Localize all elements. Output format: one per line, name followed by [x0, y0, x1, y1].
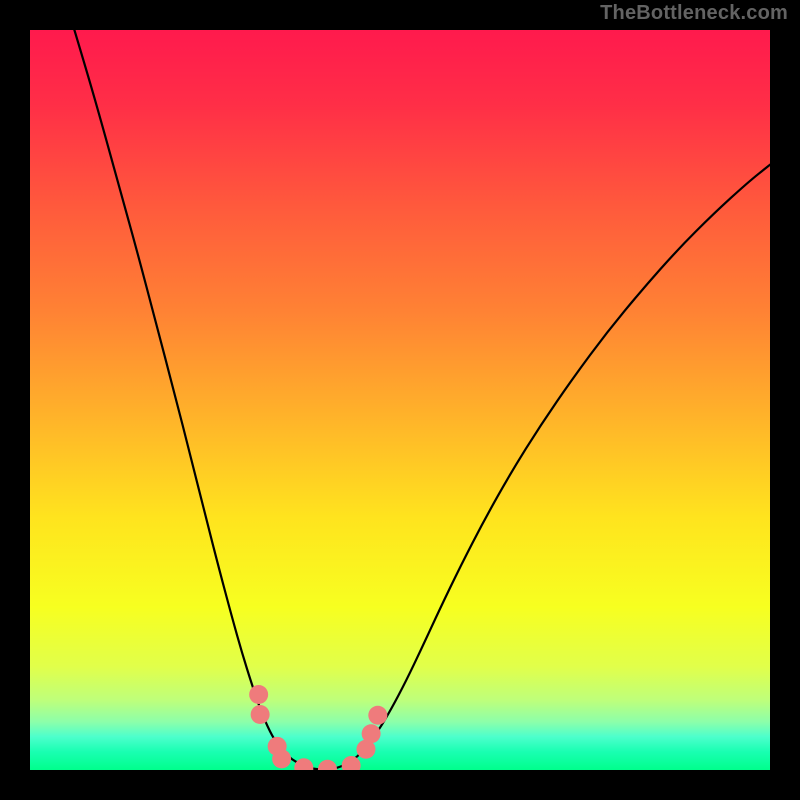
chart-canvas: TheBottleneck.com	[0, 0, 800, 800]
valley-marker	[368, 706, 387, 725]
valley-marker	[362, 724, 381, 743]
bottleneck-curve	[74, 30, 770, 770]
curve-layer	[30, 30, 770, 770]
valley-markers-group	[249, 685, 387, 770]
valley-marker	[249, 685, 268, 704]
valley-marker	[294, 758, 313, 770]
valley-marker	[318, 760, 337, 770]
valley-marker	[272, 749, 291, 768]
valley-marker	[342, 756, 361, 770]
valley-marker	[251, 705, 270, 724]
watermark-text: TheBottleneck.com	[600, 2, 788, 25]
plot-area	[30, 30, 770, 770]
